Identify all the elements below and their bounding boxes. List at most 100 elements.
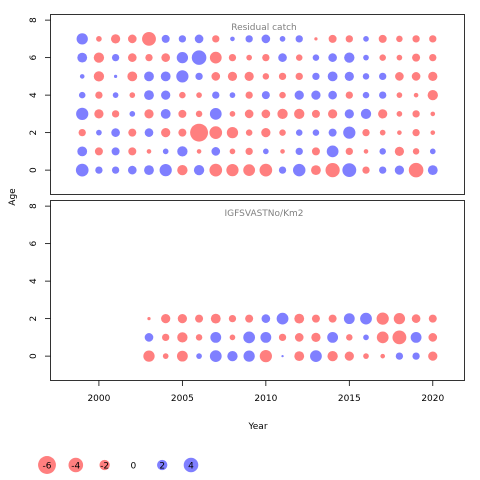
bubble-residual-catch-2017-age1: [379, 148, 386, 155]
y-tick-label: 8: [29, 203, 39, 209]
bubble-survey-index-2020-age1: [428, 333, 438, 342]
bubble-survey-index-2017-age2: [376, 312, 389, 325]
bubble-residual-catch-2020-age6: [429, 53, 437, 62]
bubble-residual-catch-2020-age4: [427, 89, 438, 101]
bubble-residual-catch-1999-age4: [78, 91, 86, 99]
bubble-residual-catch-2001-age5: [113, 74, 118, 79]
bubble-residual-catch-2012-age2: [295, 129, 303, 136]
x-tick-label: 2015: [338, 394, 361, 404]
bubble-survey-index-2006-age1: [195, 334, 203, 341]
y-tick-label: 2: [29, 316, 39, 322]
y-tick-label: 4: [29, 92, 39, 98]
bubble-residual-catch-2000-age1: [94, 147, 103, 156]
bubble-residual-catch-2008-age5: [227, 71, 238, 81]
bubble-residual-catch-1999-age1: [77, 146, 88, 157]
bubble-residual-catch-2008-age4: [229, 92, 236, 98]
legend-bubble: [38, 456, 56, 474]
bubble-residual-catch-1999-age3: [76, 107, 89, 120]
bubble-residual-catch-2014-age7: [328, 34, 337, 43]
bubble-residual-catch-2006-age5: [195, 72, 203, 81]
bubble-residual-catch-2003-age0: [144, 165, 154, 176]
bubble-survey-index-2007-age1: [210, 331, 222, 343]
bubble-residual-catch-2009-age1: [245, 147, 253, 156]
bubble-residual-catch-2007-age2: [209, 126, 223, 139]
bubble-residual-catch-2003-age3: [144, 109, 154, 119]
bubble-survey-index-2018-age0: [395, 352, 404, 360]
bubble-residual-catch-2001-age3: [111, 110, 120, 118]
bubble-residual-catch-2002-age4: [129, 92, 136, 98]
x-tick-label: 2020: [421, 394, 444, 404]
bubble-residual-catch-2013-age0: [311, 165, 321, 176]
bubble-residual-catch-2016-age6: [363, 54, 369, 61]
bubble-survey-index-2012-age0: [294, 351, 305, 362]
bubbles-survey-index: [143, 312, 438, 363]
bubble-residual-catch-2013-age3: [311, 109, 320, 118]
bubble-survey-index-2003-age0: [143, 350, 155, 362]
bubble-residual-catch-2004-age4: [161, 90, 171, 100]
bubble-residual-catch-2003-age5: [144, 71, 154, 82]
bubble-survey-index-2016-age0: [363, 353, 369, 359]
legend-bubble: [68, 457, 84, 473]
bubble-residual-catch-2009-age5: [244, 71, 254, 81]
bubble-residual-catch-2007-age4: [212, 91, 220, 99]
bubble-residual-catch-2017-age5: [379, 72, 387, 81]
bubble-survey-index-2008-age1: [229, 334, 236, 341]
legend-bubble: [157, 459, 168, 471]
bubble-residual-catch-2011-age1: [280, 149, 285, 154]
bubble-survey-index-2004-age0: [162, 353, 169, 359]
bubble-residual-catch-2014-age2: [328, 128, 337, 137]
bubble-residual-catch-2005-age5: [176, 70, 189, 83]
bubble-survey-index-2011-age2: [276, 312, 289, 325]
bubble-residual-catch-2013-age7: [314, 37, 318, 41]
bubble-survey-index-2010-age0: [259, 350, 272, 363]
bubble-residual-catch-2015-age6: [344, 52, 355, 63]
x-tick-label: 2000: [87, 394, 110, 404]
bubble-survey-index-2011-age1: [278, 333, 287, 342]
panel-frame-residual-catch: [50, 14, 465, 195]
y-tick-label: 8: [29, 17, 39, 23]
bubble-survey-index-2009-age1: [243, 331, 256, 344]
bubble-residual-catch-2000-age2: [96, 129, 102, 136]
bubble-residual-catch-2010-age7: [261, 34, 271, 44]
bubble-residual-catch-2018-age4: [396, 92, 403, 98]
bubble-survey-index-2009-age0: [243, 350, 255, 362]
bubble-residual-catch-2019-age0: [408, 162, 424, 178]
bubble-residual-catch-2005-age6: [176, 51, 189, 64]
bubble-residual-catch-2017-age6: [379, 54, 386, 61]
bubble-residual-catch-2014-age1: [326, 145, 339, 158]
bubble-residual-catch-2016-age4: [362, 91, 370, 99]
legend-label: -4: [71, 462, 80, 472]
y-tick-label: 0: [29, 167, 39, 173]
bubble-residual-catch-2009-age2: [245, 129, 253, 136]
bubble-survey-index-2007-age0: [209, 350, 222, 363]
bubble-residual-catch-2013-age6: [312, 54, 320, 61]
bubble-residual-catch-2004-age7: [161, 34, 170, 43]
bubble-residual-catch-2016-age7: [363, 36, 369, 42]
bubble-residual-catch-2006-age4: [196, 92, 202, 98]
bubble-residual-catch-2006-age7: [194, 34, 204, 44]
bubble-residual-catch-2000-age6: [93, 52, 105, 63]
bubble-residual-catch-2005-age0: [177, 164, 188, 176]
bubble-residual-catch-2004-age1: [162, 148, 169, 155]
bubble-survey-index-2019-age0: [412, 352, 420, 360]
bubble-residual-catch-2008-age3: [229, 111, 236, 117]
bubble-survey-index-2005-age2: [177, 314, 188, 324]
bubble-residual-catch-2016-age1: [363, 149, 369, 154]
bubble-residual-catch-2017-age4: [379, 91, 387, 99]
legend-label: 0: [131, 462, 137, 472]
bubble-residual-catch-2002-age2: [128, 128, 137, 137]
bubble-residual-catch-2007-age5: [211, 72, 221, 81]
bubble-residual-catch-2010-age4: [261, 91, 270, 100]
bubble-residual-catch-2008-age0: [226, 164, 239, 177]
bubble-residual-catch-2015-age7: [345, 35, 353, 43]
bubble-residual-catch-2017-age7: [378, 34, 387, 43]
bubble-survey-index-2017-age1: [376, 331, 389, 344]
bubble-residual-catch-2010-age6: [262, 53, 270, 62]
bubble-survey-index-2019-age1: [410, 331, 422, 343]
bubble-residual-catch-2010-age3: [261, 109, 271, 119]
bubble-residual-catch-2018-age3: [396, 111, 403, 117]
legend-bubble: [183, 457, 199, 473]
bubble-residual-catch-2001-age7: [110, 34, 121, 44]
y-axis-bottom: 0 2 4 6 8: [29, 203, 51, 359]
